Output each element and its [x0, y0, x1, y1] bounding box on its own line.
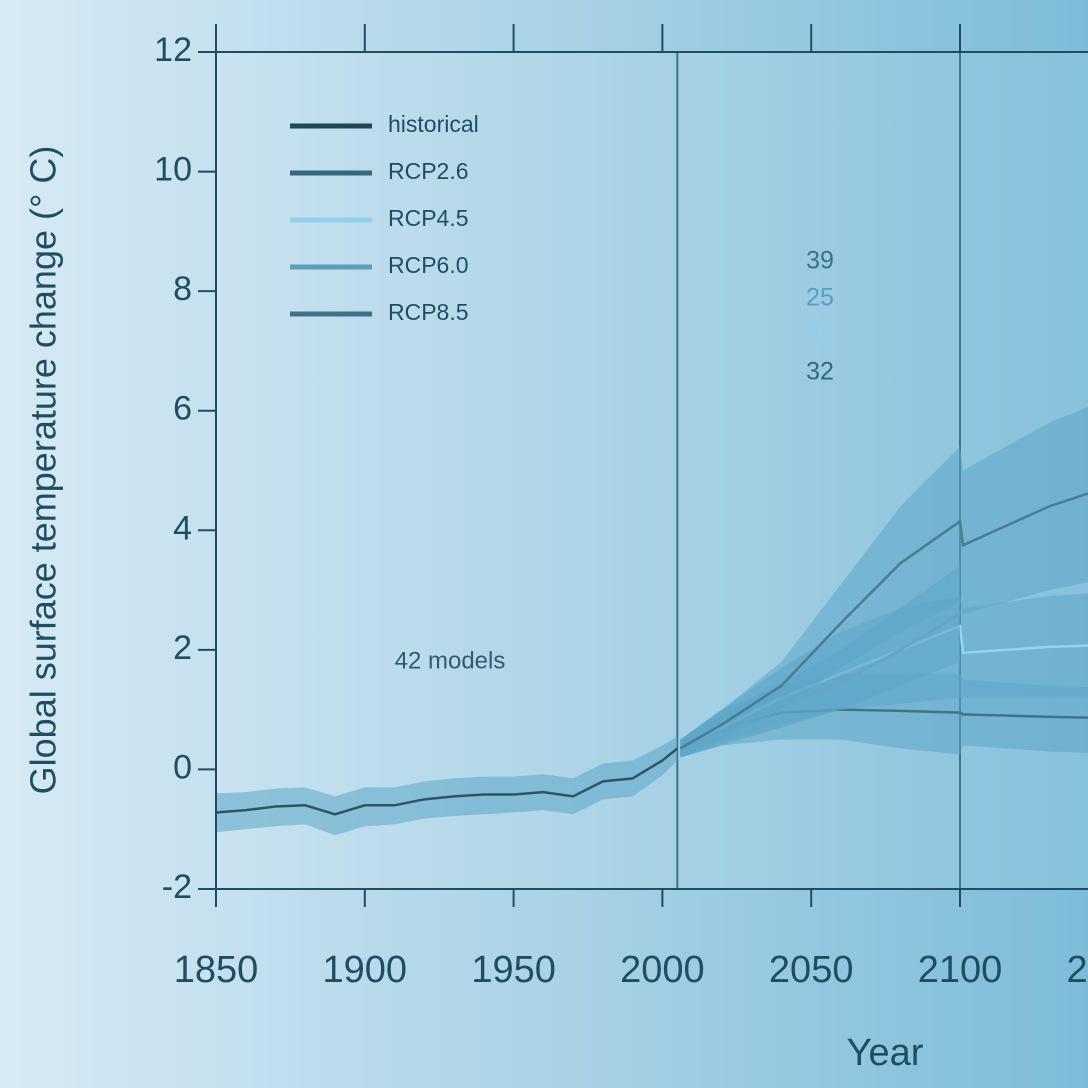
- x-tick-label: 2100: [918, 949, 1003, 991]
- x-tick-label: 2000: [620, 949, 705, 991]
- y-tick-label: 4: [173, 509, 192, 547]
- y-tick-label: 6: [173, 390, 192, 428]
- y-axis-label: Global surface temperature change (° C): [23, 146, 64, 795]
- model-count: 42: [806, 321, 834, 349]
- model-count: 32: [806, 358, 834, 386]
- plot-area: [216, 52, 1088, 889]
- annotation: 42 models: [395, 647, 506, 674]
- series-line: [679, 492, 1088, 750]
- legend-label: RCP2.6: [388, 158, 469, 184]
- x-tick-label: 1850: [174, 949, 259, 991]
- series-line: [216, 747, 679, 816]
- x-tick-label: 2150: [1067, 949, 1088, 991]
- y-tick-label: -2: [162, 868, 192, 906]
- legend-label: RCP6.0: [388, 252, 469, 278]
- legend-label: historical: [388, 111, 479, 137]
- y-tick-label: 0: [173, 748, 192, 786]
- x-tick-label: 1900: [323, 949, 408, 991]
- x-axis-label: Year: [847, 1032, 924, 1074]
- y-tick-label: 8: [173, 270, 192, 308]
- model-count: 25: [806, 284, 834, 312]
- y-tick-label: 12: [154, 31, 192, 69]
- range-band: [216, 736, 678, 836]
- x-tick-label: 1950: [471, 949, 556, 991]
- legend-label: RCP8.5: [388, 299, 469, 325]
- x-tick-label: 2050: [769, 949, 854, 991]
- legend-label: RCP4.5: [388, 205, 469, 231]
- y-tick-label: 10: [154, 151, 192, 189]
- range-band: [680, 407, 1088, 758]
- plot-frame: [215, 51, 1088, 890]
- model-count: 39: [806, 247, 834, 275]
- y-tick-label: 2: [173, 629, 192, 667]
